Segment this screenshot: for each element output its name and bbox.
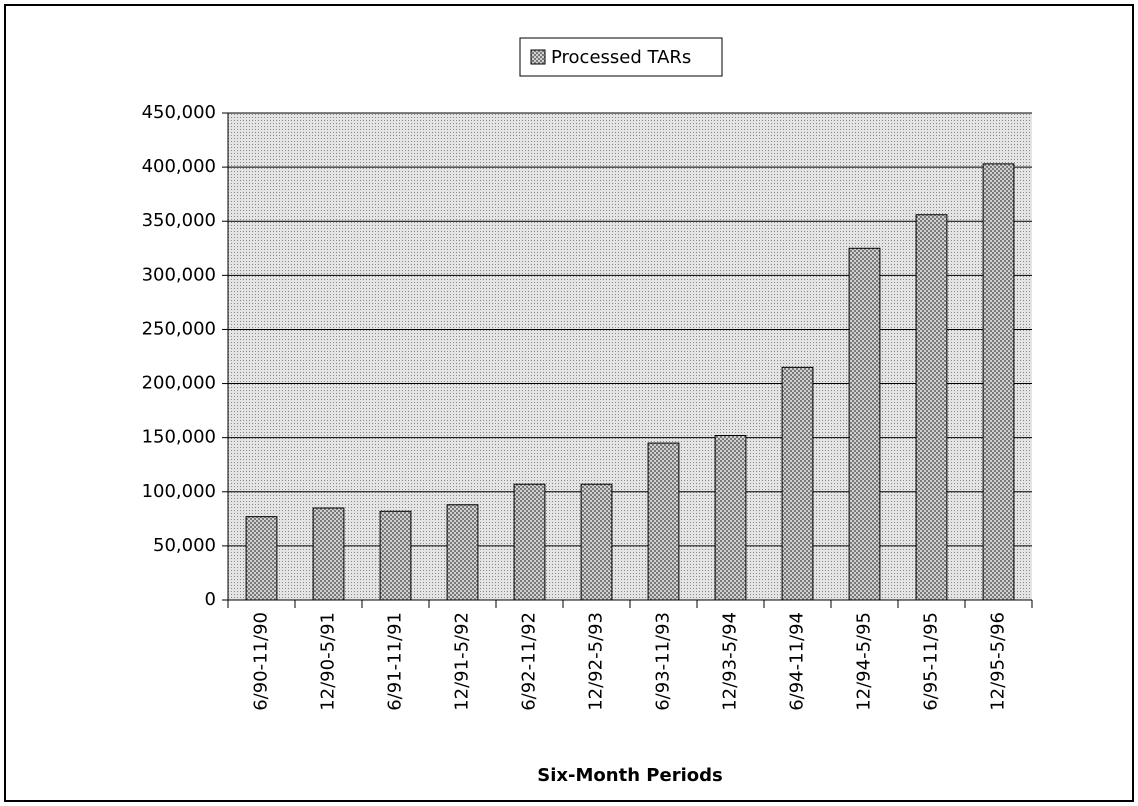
bar xyxy=(245,516,278,601)
y-tick-label: 150,000 xyxy=(142,427,216,448)
y-tick-label: 100,000 xyxy=(142,481,216,502)
x-tick-label: 6/93-11/93 xyxy=(653,612,674,711)
legend-label: Processed TARs xyxy=(551,47,691,68)
bar xyxy=(513,483,546,601)
y-tick-label: 400,000 xyxy=(142,156,216,177)
bar xyxy=(848,247,881,601)
y-tick-label: 0 xyxy=(205,589,216,610)
y-tick-label: 200,000 xyxy=(142,373,216,394)
bar xyxy=(714,435,747,601)
plot-area xyxy=(228,113,1032,600)
y-tick-label: 250,000 xyxy=(142,318,216,339)
x-tick-label: 12/92-5/93 xyxy=(586,612,607,711)
bar xyxy=(781,366,814,601)
legend-box xyxy=(519,37,723,77)
bar xyxy=(446,504,479,601)
bar xyxy=(647,442,680,601)
x-tick-label: 12/93-5/94 xyxy=(720,612,741,711)
y-tick-label: 50,000 xyxy=(153,535,216,556)
x-tick-label: 6/94-11/94 xyxy=(787,612,808,711)
bar xyxy=(982,163,1015,601)
x-tick-label: 6/92-11/92 xyxy=(519,612,540,711)
x-tick-label: 12/95-5/96 xyxy=(988,612,1009,711)
x-tick-label: 6/91-11/91 xyxy=(385,612,406,711)
bar xyxy=(379,510,412,601)
y-tick-label: 300,000 xyxy=(142,264,216,285)
x-axis-label: Six-Month Periods xyxy=(537,765,722,786)
x-tick-label: 6/90-11/90 xyxy=(251,612,272,711)
x-tick-label: 6/95-11/95 xyxy=(921,612,942,711)
x-tick-label: 12/94-5/95 xyxy=(854,612,875,711)
x-tick-label: 12/91-5/92 xyxy=(452,612,473,711)
bar xyxy=(580,483,613,601)
y-tick-label: 350,000 xyxy=(142,210,216,231)
bar xyxy=(915,214,948,601)
x-tick-label: 12/90-5/91 xyxy=(318,612,339,711)
legend-swatch xyxy=(530,49,546,65)
y-tick-label: 450,000 xyxy=(142,102,216,123)
bar xyxy=(312,507,345,601)
